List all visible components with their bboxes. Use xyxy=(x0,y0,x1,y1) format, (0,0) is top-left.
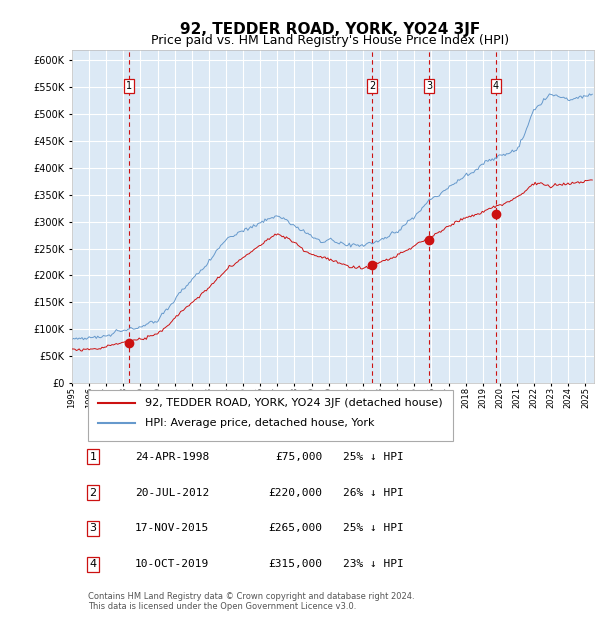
Text: 1: 1 xyxy=(125,81,132,91)
Text: HPI: Average price, detached house, York: HPI: Average price, detached house, York xyxy=(145,418,374,428)
Text: 17-NOV-2015: 17-NOV-2015 xyxy=(134,523,209,533)
Text: 1: 1 xyxy=(89,452,97,462)
Text: 3: 3 xyxy=(89,523,97,533)
Text: 3: 3 xyxy=(426,81,433,91)
Text: 10-OCT-2019: 10-OCT-2019 xyxy=(134,559,209,569)
Text: 92, TEDDER ROAD, YORK, YO24 3JF (detached house): 92, TEDDER ROAD, YORK, YO24 3JF (detache… xyxy=(145,397,443,407)
Text: £75,000: £75,000 xyxy=(275,452,323,462)
Text: Price paid vs. HM Land Registry's House Price Index (HPI): Price paid vs. HM Land Registry's House … xyxy=(151,34,509,47)
Text: 2: 2 xyxy=(89,487,97,498)
Text: 23% ↓ HPI: 23% ↓ HPI xyxy=(343,559,404,569)
Text: 25% ↓ HPI: 25% ↓ HPI xyxy=(343,523,404,533)
Text: 20-JUL-2012: 20-JUL-2012 xyxy=(134,487,209,498)
Text: 4: 4 xyxy=(493,81,499,91)
Bar xyxy=(88,390,453,441)
Text: Contains HM Land Registry data © Crown copyright and database right 2024.
This d: Contains HM Land Registry data © Crown c… xyxy=(88,592,414,611)
Text: £265,000: £265,000 xyxy=(269,523,323,533)
Text: £220,000: £220,000 xyxy=(269,487,323,498)
Text: 25% ↓ HPI: 25% ↓ HPI xyxy=(343,452,404,462)
Text: £315,000: £315,000 xyxy=(269,559,323,569)
Text: 26% ↓ HPI: 26% ↓ HPI xyxy=(343,487,404,498)
Text: 24-APR-1998: 24-APR-1998 xyxy=(134,452,209,462)
Text: 2: 2 xyxy=(369,81,376,91)
Text: 4: 4 xyxy=(89,559,97,569)
Text: 92, TEDDER ROAD, YORK, YO24 3JF: 92, TEDDER ROAD, YORK, YO24 3JF xyxy=(180,22,480,37)
